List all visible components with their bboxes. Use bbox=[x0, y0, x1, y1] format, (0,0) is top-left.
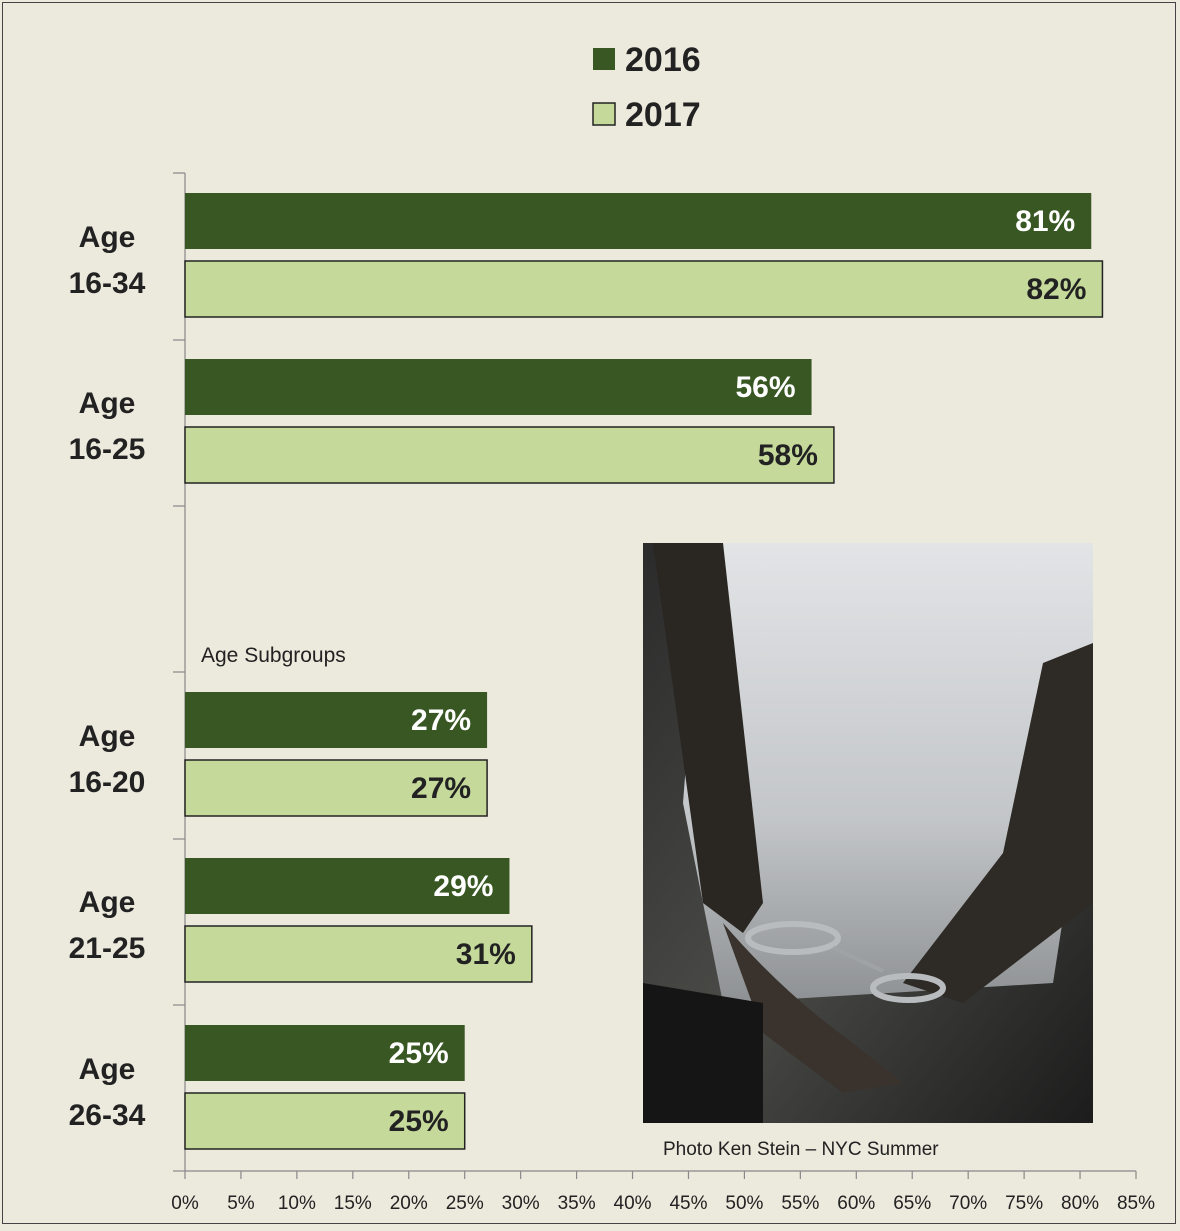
x-tick-label: 35% bbox=[558, 1193, 596, 1214]
bar-value-label-2017-1: 58% bbox=[758, 439, 818, 472]
category-label-line2: 16-20 bbox=[69, 766, 146, 799]
age-subgroups-note: Age Subgroups bbox=[201, 644, 346, 667]
bar-value-label-2016-0: 81% bbox=[1015, 205, 1075, 238]
bar-2016-3 bbox=[185, 858, 510, 914]
x-tick-label: 5% bbox=[227, 1193, 255, 1214]
bar-value-label-2016-3: 29% bbox=[433, 870, 493, 903]
legend-label-2017: 2017 bbox=[625, 96, 701, 134]
x-tick-label: 20% bbox=[390, 1193, 428, 1214]
bar-2017-2 bbox=[184, 759, 488, 817]
bar-2017-4 bbox=[184, 1092, 466, 1150]
bar-2017-0 bbox=[184, 260, 1104, 318]
x-tick-label: 40% bbox=[614, 1193, 652, 1214]
bar-2016-2 bbox=[185, 692, 488, 748]
bar-2016-0 bbox=[185, 193, 1092, 249]
legend-label-2016: 2016 bbox=[625, 41, 701, 79]
bar-value-label-2017-4: 25% bbox=[389, 1105, 449, 1138]
category-label-line1: Age bbox=[79, 387, 136, 420]
x-tick-label: 75% bbox=[1005, 1193, 1043, 1214]
x-tick-label: 25% bbox=[446, 1193, 484, 1214]
x-tick-label: 80% bbox=[1061, 1193, 1099, 1214]
x-tick-label: 55% bbox=[781, 1193, 819, 1214]
x-tick-label: 15% bbox=[334, 1193, 372, 1214]
bar-chart: 2016 2017 Photo Ken Stein – NYC Summer bbox=[69, 41, 1155, 1214]
x-tick-label: 45% bbox=[669, 1193, 707, 1214]
bar-2016-1 bbox=[185, 359, 812, 415]
x-tick-label: 0% bbox=[171, 1193, 199, 1214]
legend-swatch-2016 bbox=[593, 48, 615, 70]
bar-2016-4 bbox=[185, 1025, 465, 1081]
x-tick-label: 50% bbox=[725, 1193, 763, 1214]
x-tick-label: 65% bbox=[893, 1193, 931, 1214]
bar-value-label-2016-4: 25% bbox=[389, 1037, 449, 1070]
category-label-line2: 26-34 bbox=[69, 1099, 146, 1132]
bar-value-label-2017-2: 27% bbox=[411, 772, 471, 805]
x-tick-label: 85% bbox=[1117, 1193, 1155, 1214]
category-label-line1: Age bbox=[79, 1053, 136, 1086]
x-tick-label: 10% bbox=[278, 1193, 316, 1214]
photo-caption: Photo Ken Stein – NYC Summer bbox=[663, 1139, 939, 1160]
bar-value-label-2016-1: 56% bbox=[735, 371, 795, 404]
x-tick-label: 70% bbox=[949, 1193, 987, 1214]
bar-value-label-2017-3: 31% bbox=[456, 938, 516, 971]
bar-value-label-2017-0: 82% bbox=[1026, 273, 1086, 306]
bar-2017-3 bbox=[184, 925, 533, 983]
category-label-line2: 21-25 bbox=[69, 932, 146, 965]
category-label-line2: 16-25 bbox=[69, 433, 146, 466]
photo bbox=[643, 543, 1093, 1123]
category-label-line1: Age bbox=[79, 720, 136, 753]
legend-swatch-2017 bbox=[592, 102, 616, 126]
category-label-line2: 16-34 bbox=[69, 267, 146, 300]
x-tick-label: 60% bbox=[837, 1193, 875, 1214]
category-label-line1: Age bbox=[79, 886, 136, 919]
category-label-line1: Age bbox=[79, 221, 136, 254]
legend: 2016 2017 bbox=[592, 41, 701, 134]
x-tick-label: 30% bbox=[502, 1193, 540, 1214]
bar-value-label-2016-2: 27% bbox=[411, 704, 471, 737]
bar-2017-1 bbox=[184, 426, 835, 484]
